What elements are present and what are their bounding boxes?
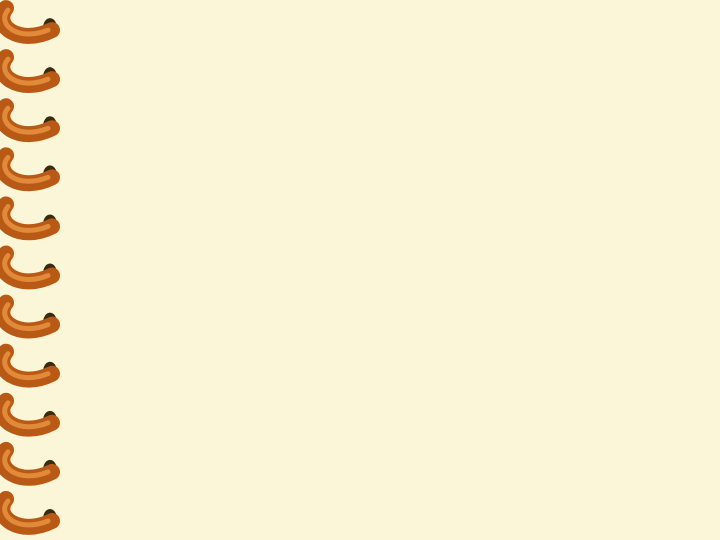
content-background [54, 0, 720, 540]
spiral-binding-icon [0, 0, 62, 540]
slide: Proof testing Proof test to 125% rated c… [0, 0, 720, 540]
